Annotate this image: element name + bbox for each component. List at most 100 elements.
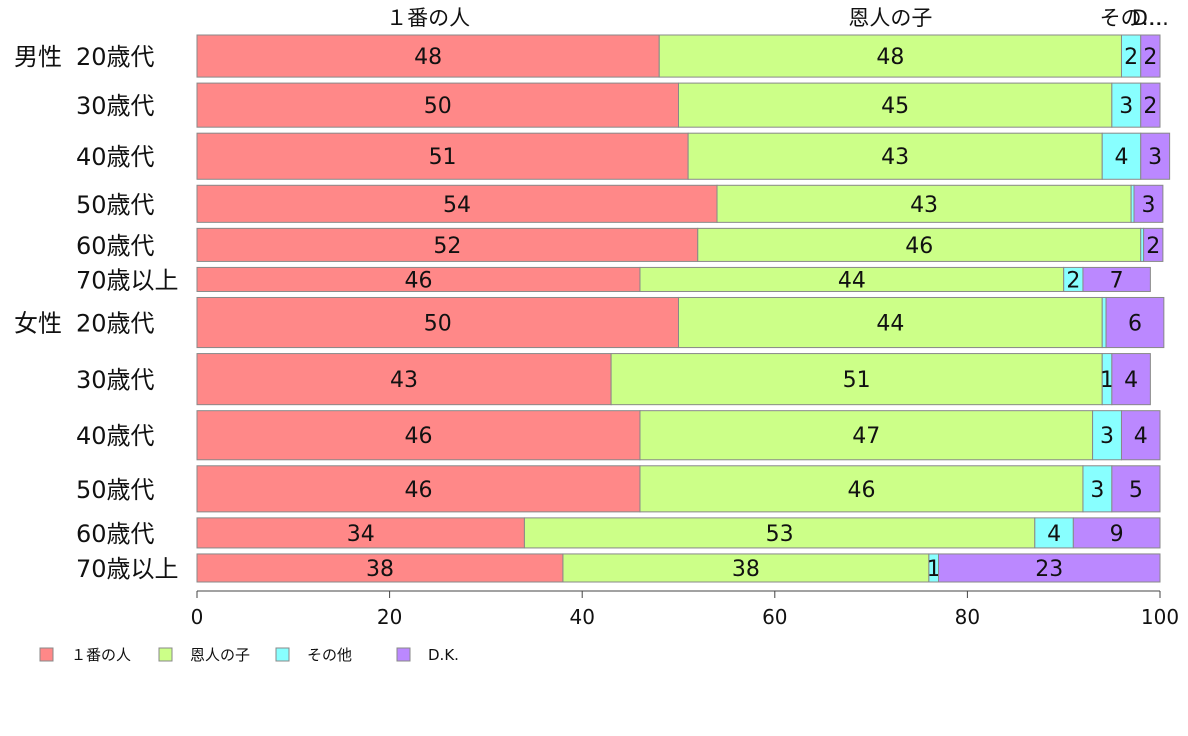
data-label: 3 <box>1148 145 1162 170</box>
data-label: 3 <box>1100 424 1114 449</box>
bar-segment <box>658 34 1122 78</box>
data-label: 23 <box>1035 557 1063 582</box>
legend-label: １番の人 <box>71 646 131 664</box>
data-label: 43 <box>390 368 418 393</box>
bar-segment <box>1101 296 1107 349</box>
x-tick-label: 40 <box>569 605 594 629</box>
data-label: 34 <box>347 522 375 547</box>
bar-segment <box>196 132 689 180</box>
data-label: 46 <box>404 268 432 293</box>
data-label: 51 <box>843 368 871 393</box>
row-label: 20歳代 <box>76 43 155 71</box>
data-label: 53 <box>766 522 794 547</box>
data-label: 5 <box>1129 478 1143 503</box>
data-label: 4 <box>1134 424 1148 449</box>
row-label: 60歳代 <box>76 232 155 260</box>
bar-segment <box>1101 132 1142 180</box>
bar-segment <box>196 227 699 262</box>
data-label: 3 <box>1119 94 1133 119</box>
row-label: 50歳代 <box>76 191 155 219</box>
bar-segment <box>196 517 525 549</box>
data-label: 1 <box>1100 368 1114 393</box>
data-label: 47 <box>852 424 880 449</box>
x-tick-label: 80 <box>955 605 980 629</box>
data-label: 52 <box>433 234 461 259</box>
bar-segment <box>1143 227 1164 262</box>
data-label: 9 <box>1110 522 1124 547</box>
bar-segment <box>687 132 1103 180</box>
x-tick-label: 60 <box>762 605 787 629</box>
series-top-label: １番の人 <box>386 6 470 30</box>
bar-segment <box>639 465 1084 513</box>
bar-segment <box>562 553 930 583</box>
bar-segment <box>1111 353 1151 406</box>
bar-segment <box>196 266 641 292</box>
row-label: 20歳代 <box>76 310 155 338</box>
bar-segment <box>639 266 1065 292</box>
data-label: 7 <box>1110 268 1124 293</box>
bar-segment <box>523 517 1036 549</box>
x-tick-label: 0 <box>191 605 204 629</box>
data-label: 44 <box>838 268 866 293</box>
bar-segment <box>1082 465 1113 513</box>
data-label: 48 <box>414 45 442 70</box>
bar-segment <box>1133 184 1164 223</box>
row-label: 60歳代 <box>76 520 155 548</box>
data-label: 46 <box>847 478 875 503</box>
data-label: 4 <box>1047 522 1061 547</box>
data-label: 50 <box>424 312 452 337</box>
series-top-label: その… <box>1100 6 1163 30</box>
bar-segment <box>1140 82 1161 128</box>
bar-segment <box>1092 410 1122 461</box>
data-label: 48 <box>876 45 904 70</box>
series-top-label: D… <box>1132 6 1169 30</box>
legend-swatch <box>158 647 173 662</box>
bar-segment <box>1111 465 1161 513</box>
legend-swatch <box>275 647 290 662</box>
data-label: 3 <box>1141 193 1155 218</box>
bar-segment <box>938 553 1161 583</box>
bar-segment <box>610 353 1103 406</box>
row-label: 30歳代 <box>76 92 155 120</box>
bar-segment <box>196 184 718 223</box>
bar-segment <box>697 227 1142 262</box>
bar-segment <box>196 296 679 349</box>
bar-segment <box>196 410 641 461</box>
bar-segment <box>1082 266 1151 292</box>
bar-segment <box>196 553 564 583</box>
data-label: 2 <box>1143 45 1157 70</box>
data-label: 4 <box>1114 145 1128 170</box>
bar-segment <box>1072 517 1161 549</box>
legend-swatch <box>39 647 54 662</box>
row-label: 30歳代 <box>76 366 155 394</box>
group-label: 男性 <box>14 43 62 71</box>
bar-segment <box>1120 410 1161 461</box>
data-label: 38 <box>732 557 760 582</box>
series-top-label: 恩人の子 <box>848 6 932 30</box>
data-label: 44 <box>876 312 904 337</box>
bar-segment <box>1140 34 1161 78</box>
legend-label: 恩人の子 <box>190 646 250 664</box>
x-tick-label: 20 <box>377 605 402 629</box>
data-label: 1 <box>927 557 941 582</box>
row-label: 70歳以上 <box>76 266 179 294</box>
data-label: 2 <box>1143 94 1157 119</box>
data-label: 54 <box>443 193 471 218</box>
bar-segment <box>678 82 1113 128</box>
data-label: 2 <box>1146 234 1160 259</box>
bar-segment <box>716 184 1132 223</box>
data-label: 50 <box>424 94 452 119</box>
data-label: 46 <box>905 234 933 259</box>
data-label: 2 <box>1124 45 1138 70</box>
data-label: 46 <box>404 478 432 503</box>
data-label: 51 <box>429 145 457 170</box>
data-label: 38 <box>366 557 394 582</box>
row-label: 70歳以上 <box>76 555 179 583</box>
data-label: 3 <box>1090 478 1104 503</box>
data-label: 43 <box>881 145 909 170</box>
bar-segment <box>196 34 660 78</box>
row-label: 40歳代 <box>76 422 155 450</box>
bar-segment <box>1111 82 1142 128</box>
